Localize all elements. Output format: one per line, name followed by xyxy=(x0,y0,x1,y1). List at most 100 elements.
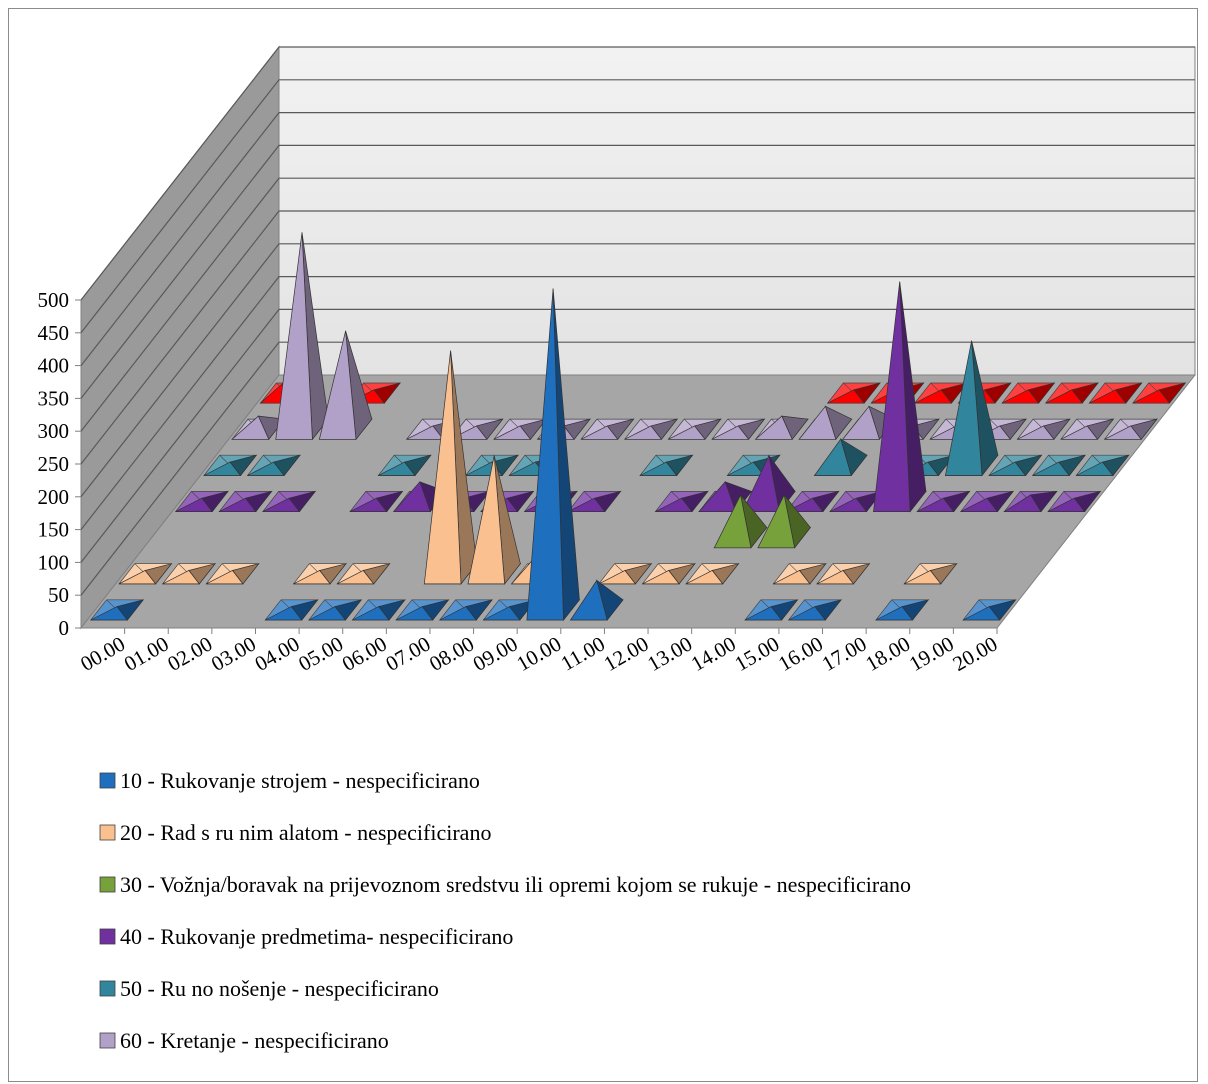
cone-mark xyxy=(205,563,260,585)
cone-front xyxy=(247,461,285,476)
cone-front xyxy=(842,405,880,440)
cone-mark xyxy=(1016,418,1071,440)
series-row xyxy=(174,281,1102,513)
gridline xyxy=(80,111,1195,366)
cone-mark xyxy=(467,455,522,585)
chart-frame xyxy=(8,8,1198,1082)
cone-front xyxy=(318,330,357,440)
cone-mark xyxy=(1103,418,1158,440)
cone-front xyxy=(1060,425,1099,440)
cone-front xyxy=(1045,389,1083,404)
cone-mark xyxy=(569,579,624,621)
cone-front xyxy=(813,438,852,476)
cone-front xyxy=(395,606,434,621)
cone-front xyxy=(1017,425,1055,440)
cone-front xyxy=(914,389,953,404)
cone-front xyxy=(875,606,914,621)
cone-front xyxy=(1076,461,1114,476)
cone-front xyxy=(639,461,678,476)
cone-mark xyxy=(916,490,971,513)
cone-front xyxy=(580,425,619,440)
cone-mark xyxy=(813,438,868,477)
cone-mark xyxy=(89,599,145,621)
y-tick-label: 0 xyxy=(59,616,70,640)
cone-mark xyxy=(292,563,347,585)
y-tick-label: 200 xyxy=(38,485,70,509)
cone-mark xyxy=(174,490,229,513)
cone-front xyxy=(642,570,680,585)
legend-label: 20 - Rad s ru nim alatom - nespecificira… xyxy=(120,820,491,845)
y-tick-label: 500 xyxy=(38,288,70,312)
cone-front xyxy=(685,570,724,585)
cone-mark xyxy=(875,599,930,621)
cone-front xyxy=(798,405,837,440)
legend-swatch xyxy=(99,928,116,945)
cone-mark xyxy=(988,454,1043,477)
cone-front xyxy=(439,606,478,621)
cone-front xyxy=(742,454,780,512)
cone-mark xyxy=(829,490,884,513)
y-tick-label: 400 xyxy=(38,354,70,378)
legend-label: 70 - Prisutnost - nespecificirana xyxy=(120,1080,400,1084)
cone-front xyxy=(1132,389,1171,404)
cone-front xyxy=(378,461,416,476)
cone-mark xyxy=(772,563,827,585)
cone-front xyxy=(903,570,942,585)
y-tick-label: 350 xyxy=(38,386,70,410)
cone-front xyxy=(1104,425,1142,440)
cone-front xyxy=(668,425,706,440)
cone-mark xyxy=(377,454,432,477)
y-tick-label: 100 xyxy=(38,550,70,574)
cone-mark xyxy=(218,490,273,513)
cone-front xyxy=(711,425,750,440)
cone-mark xyxy=(798,405,853,441)
cone-front xyxy=(624,425,663,440)
gridline xyxy=(80,341,1195,596)
cone-mark xyxy=(959,490,1015,513)
cone-front xyxy=(744,606,783,621)
cone-front xyxy=(960,497,999,512)
cone-front xyxy=(423,350,462,585)
y-tick-label: 300 xyxy=(38,419,70,443)
cone-front xyxy=(873,281,911,512)
cone-mark xyxy=(246,454,301,477)
cone-mark xyxy=(349,490,404,513)
cone-mark xyxy=(842,405,897,441)
cone-front xyxy=(1089,389,1127,404)
cone-mark xyxy=(438,599,494,621)
cone-mark xyxy=(275,232,329,441)
cone-mark xyxy=(826,382,881,404)
cone-mark xyxy=(1003,490,1058,513)
cone-mark xyxy=(336,563,391,585)
cone-mark xyxy=(1088,382,1143,404)
x-tick-label: 20.00 xyxy=(949,632,1002,676)
cone-mark xyxy=(787,599,843,621)
cone-front xyxy=(698,481,737,512)
cone-front xyxy=(567,497,606,512)
cone-front xyxy=(1047,497,1086,512)
cone-mark xyxy=(1075,454,1130,477)
cone-mark xyxy=(161,563,217,585)
cone-mark xyxy=(1060,418,1115,440)
cone-mark xyxy=(816,563,871,585)
cone-mark xyxy=(962,599,1017,621)
cone-mark xyxy=(262,490,317,513)
cone-mark xyxy=(1001,382,1056,404)
cone-front xyxy=(962,606,1001,621)
cone-mark xyxy=(1044,382,1099,404)
series-row xyxy=(89,288,1017,621)
cone-front xyxy=(406,425,445,440)
cone-mark xyxy=(264,599,319,621)
cone-front xyxy=(308,606,347,621)
cone-front xyxy=(352,606,390,621)
legend-label: 40 - Rukovanje predmetima- nespecificira… xyxy=(120,924,513,949)
gridline xyxy=(80,46,1195,301)
cone-mark xyxy=(395,599,450,621)
cone-mark xyxy=(744,599,799,621)
cone-front xyxy=(713,493,752,549)
cone-front xyxy=(293,570,331,585)
cone-front xyxy=(203,461,242,476)
cone-mark xyxy=(308,599,363,621)
legend-label: 60 - Kretanje - nespecificirano xyxy=(120,1028,389,1053)
cone-mark xyxy=(667,418,722,440)
